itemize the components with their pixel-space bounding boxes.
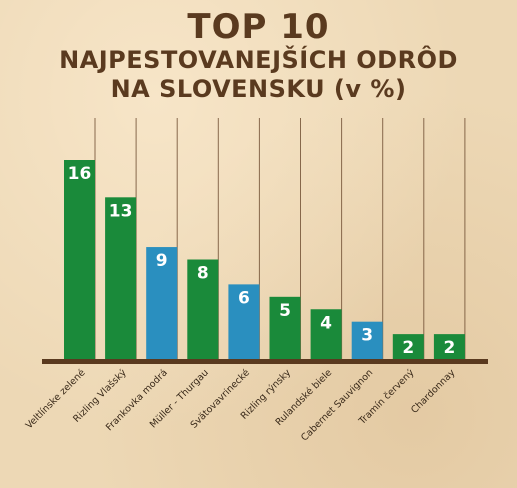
- bar-value-label: 16: [68, 164, 92, 184]
- bar-value-label: 9: [156, 251, 168, 271]
- bar-value-label: 4: [320, 313, 332, 333]
- category-label: Chardonnay: [409, 367, 458, 416]
- bar: [433, 334, 465, 359]
- bar-value-label: 3: [361, 326, 373, 346]
- x-axis-baseline: [42, 359, 488, 364]
- bar: [64, 160, 95, 359]
- bar-value-label: 8: [197, 264, 209, 284]
- chart-subtitle-line-2: NA SLOVENSKU (v %): [110, 75, 407, 103]
- bar: [351, 321, 383, 359]
- bar: [146, 247, 178, 359]
- chart-subtitle-line-1: NAJPESTOVANEJŠÍCH ODRÔD: [59, 46, 458, 74]
- bar-value-label: 2: [402, 338, 414, 358]
- category-label: Cabernet Sauvignon: [299, 367, 375, 443]
- bar: [310, 309, 342, 359]
- bar-value-label: 13: [109, 201, 133, 221]
- chart-title-block: TOP 10 NAJPESTOVANEJŠÍCH ODRÔD NA SLOVEN…: [0, 8, 517, 104]
- bar-value-label: 5: [279, 301, 291, 321]
- bar: [105, 197, 137, 359]
- bar: [269, 296, 301, 359]
- bar-value-label: 2: [443, 338, 455, 358]
- bar-value-label: 6: [238, 288, 250, 308]
- bar: [392, 334, 424, 359]
- chart-title: TOP 10: [187, 7, 330, 47]
- bar: [228, 284, 260, 359]
- bar: [187, 259, 219, 359]
